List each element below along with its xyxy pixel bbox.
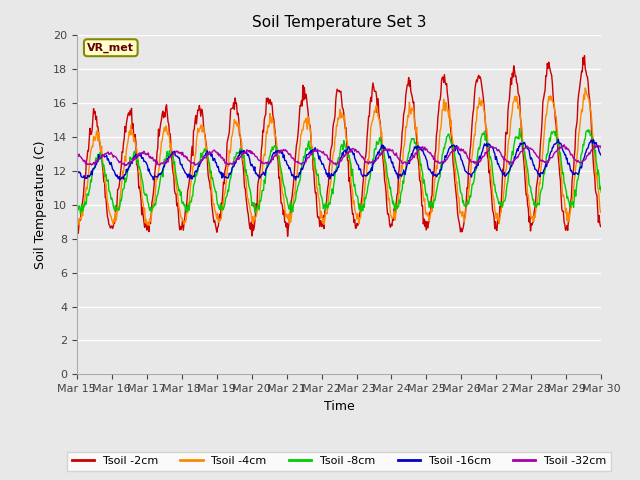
Legend: Tsoil -2cm, Tsoil -4cm, Tsoil -8cm, Tsoil -16cm, Tsoil -32cm: Tsoil -2cm, Tsoil -4cm, Tsoil -8cm, Tsoi… [67, 452, 611, 470]
Title: Soil Temperature Set 3: Soil Temperature Set 3 [252, 15, 426, 30]
X-axis label: Time: Time [324, 400, 355, 413]
Y-axis label: Soil Temperature (C): Soil Temperature (C) [35, 141, 47, 269]
Text: VR_met: VR_met [87, 43, 134, 53]
